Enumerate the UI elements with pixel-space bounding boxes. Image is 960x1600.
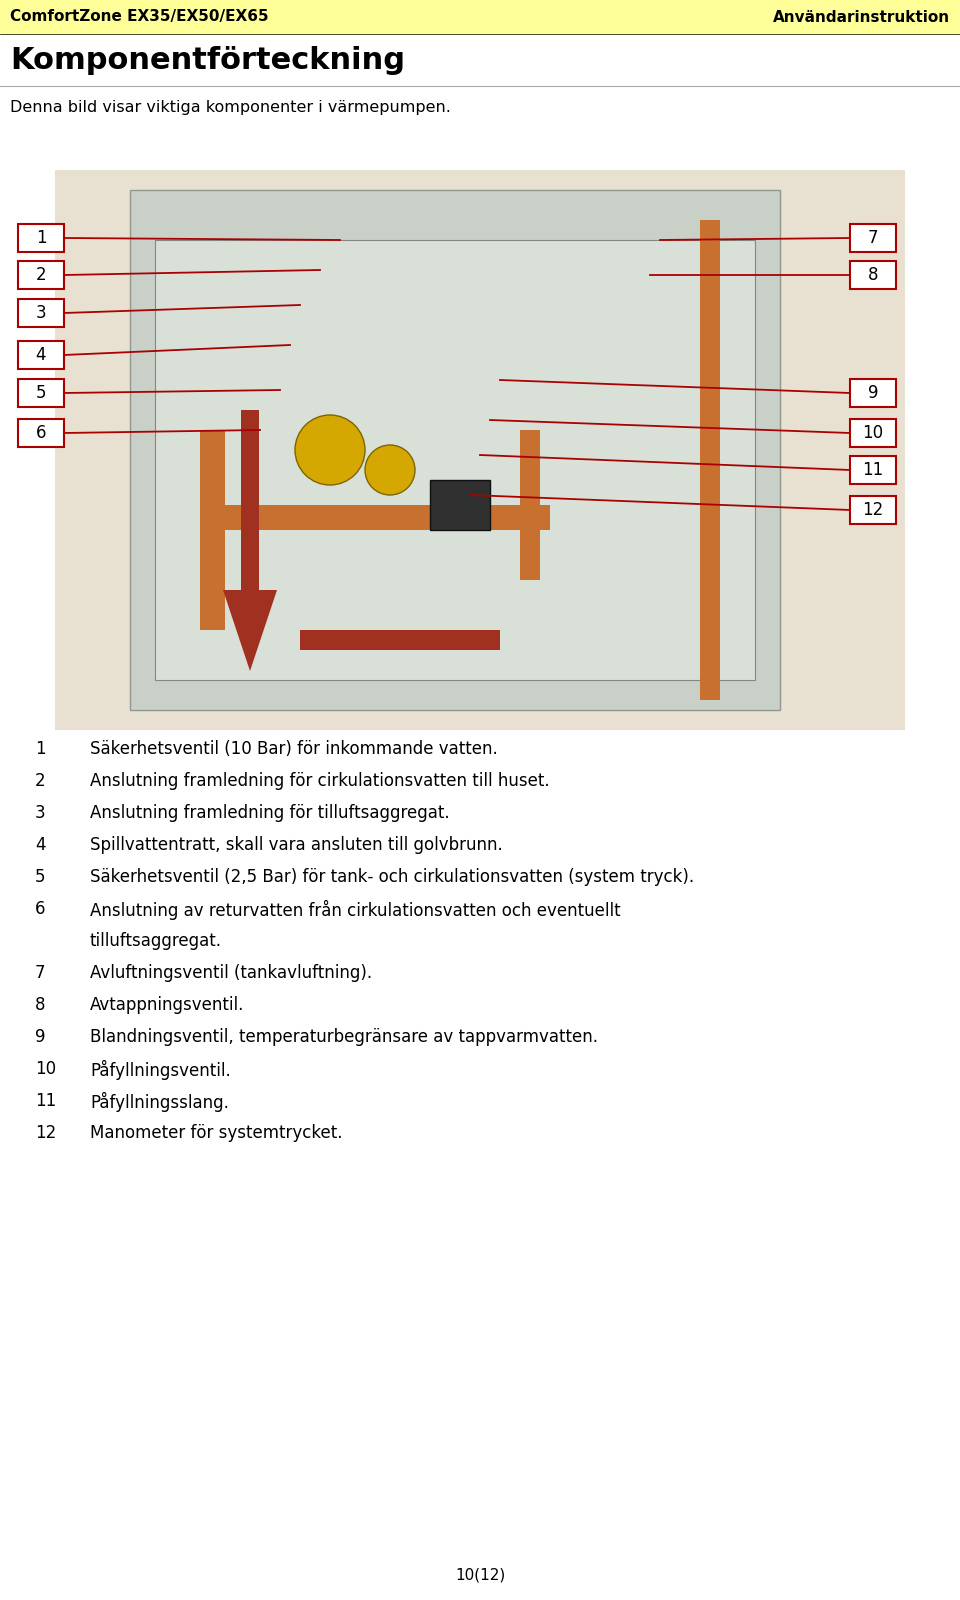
Text: Komponentförteckning: Komponentförteckning (10, 46, 405, 75)
Text: Påfyllningsslang.: Påfyllningsslang. (90, 1091, 228, 1112)
Text: 11: 11 (35, 1091, 57, 1110)
Bar (200, 506, 550, 530)
Text: 1: 1 (36, 229, 46, 246)
Text: 7: 7 (35, 963, 45, 982)
Text: Säkerhetsventil (2,5 Bar) för tank- och cirkulationsvatten (system tryck).: Säkerhetsventil (2,5 Bar) för tank- och … (90, 867, 694, 886)
Text: 5: 5 (35, 867, 45, 886)
Text: 2: 2 (35, 773, 46, 790)
Bar (850, 379, 896, 406)
Bar (700, 219, 720, 701)
Bar (850, 456, 896, 483)
Text: Säkerhetsventil (10 Bar) för inkommande vatten.: Säkerhetsventil (10 Bar) för inkommande … (90, 739, 497, 758)
Bar (55, 170, 905, 730)
Text: 8: 8 (35, 995, 45, 1014)
Circle shape (365, 445, 415, 494)
Bar (850, 419, 896, 446)
Text: Anslutning framledning för cirkulationsvatten till huset.: Anslutning framledning för cirkulationsv… (90, 773, 550, 790)
Bar (520, 430, 540, 579)
Text: 6: 6 (35, 899, 45, 918)
Bar (18, 224, 64, 251)
Text: 4: 4 (36, 346, 46, 365)
Text: 3: 3 (36, 304, 46, 322)
Text: 1: 1 (35, 739, 46, 758)
Bar (130, 190, 780, 710)
Text: 9: 9 (35, 1029, 45, 1046)
Bar (18, 299, 64, 326)
Bar (155, 240, 755, 680)
Bar (18, 379, 64, 406)
Bar (0, 0, 960, 34)
Bar (18, 261, 64, 290)
Text: Blandningsventil, temperaturbegränsare av tappvarmvatten.: Blandningsventil, temperaturbegränsare a… (90, 1029, 598, 1046)
Text: 2: 2 (36, 266, 46, 285)
Bar (850, 496, 896, 525)
Bar (300, 630, 500, 650)
Text: Avluftningsventil (tankavluftning).: Avluftningsventil (tankavluftning). (90, 963, 372, 982)
Text: 12: 12 (35, 1123, 57, 1142)
Bar (18, 341, 64, 370)
Text: Spillvattentratt, skall vara ansluten till golvbrunn.: Spillvattentratt, skall vara ansluten ti… (90, 835, 503, 854)
Text: Påfyllningsventil.: Påfyllningsventil. (90, 1059, 230, 1080)
Text: ComfortZone EX35/EX50/EX65: ComfortZone EX35/EX50/EX65 (10, 10, 269, 24)
Text: 12: 12 (862, 501, 883, 518)
Text: 8: 8 (868, 266, 878, 285)
Bar (200, 430, 225, 630)
FancyArrow shape (223, 410, 277, 670)
Text: 6: 6 (36, 424, 46, 442)
Text: 5: 5 (36, 384, 46, 402)
Circle shape (295, 414, 365, 485)
Text: 7: 7 (868, 229, 878, 246)
Text: 9: 9 (868, 384, 878, 402)
Text: 10: 10 (35, 1059, 56, 1078)
Bar (850, 261, 896, 290)
Text: 3: 3 (35, 803, 46, 822)
Text: Anslutning framledning för tilluftsaggregat.: Anslutning framledning för tilluftsaggre… (90, 803, 449, 822)
Text: tilluftsaggregat.: tilluftsaggregat. (90, 931, 222, 950)
Text: Anslutning av returvatten från cirkulationsvatten och eventuellt: Anslutning av returvatten från cirkulati… (90, 899, 620, 920)
Text: 4: 4 (35, 835, 45, 854)
Text: Avtappningsventil.: Avtappningsventil. (90, 995, 245, 1014)
Text: 10: 10 (862, 424, 883, 442)
Bar (18, 419, 64, 446)
Text: Denna bild visar viktiga komponenter i värmepumpen.: Denna bild visar viktiga komponenter i v… (10, 99, 451, 115)
Text: Användarinstruktion: Användarinstruktion (773, 10, 950, 24)
Text: 10(12): 10(12) (455, 1568, 505, 1582)
Bar (430, 480, 490, 530)
Text: Manometer för systemtrycket.: Manometer för systemtrycket. (90, 1123, 343, 1142)
Bar (850, 224, 896, 251)
Text: 11: 11 (862, 461, 883, 478)
